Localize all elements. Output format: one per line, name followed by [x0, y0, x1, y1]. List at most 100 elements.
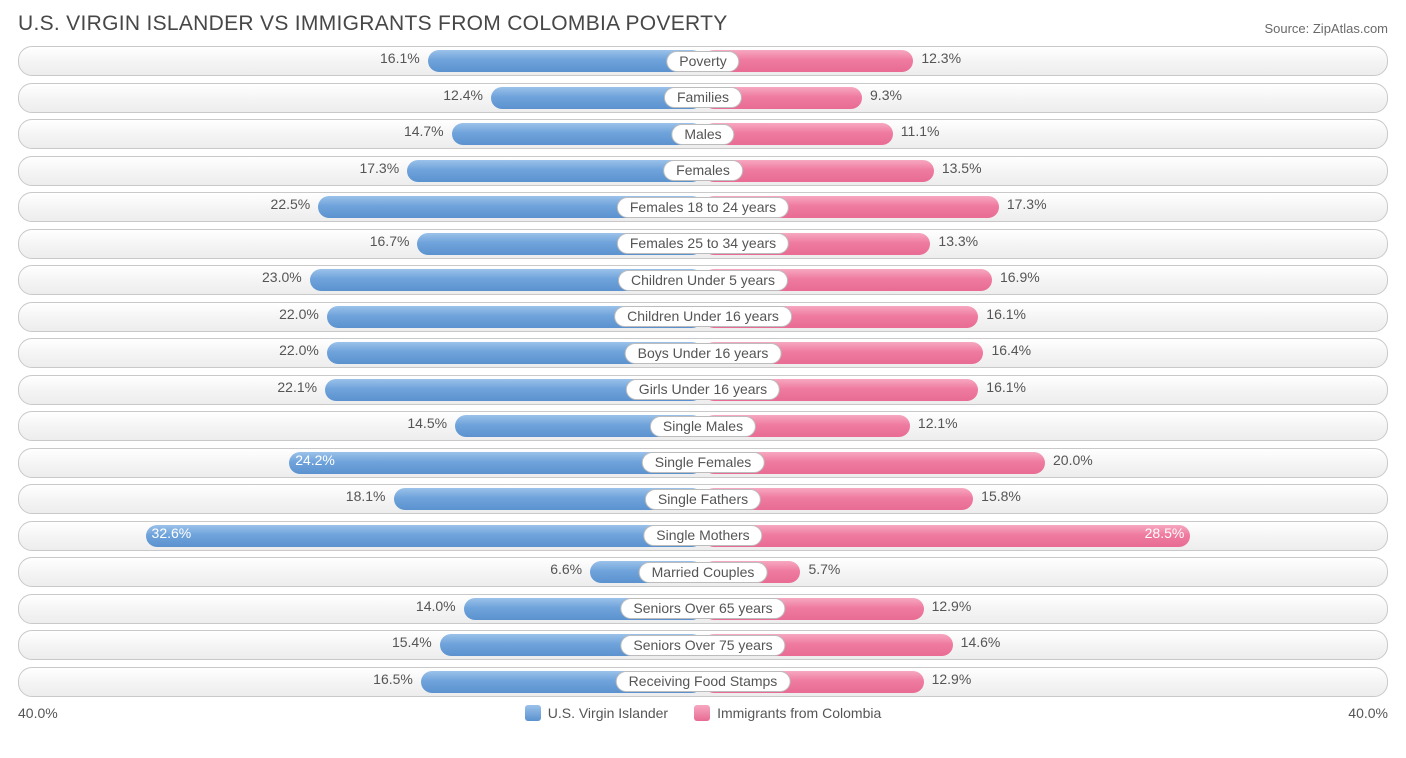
value-label-right: 15.8%: [981, 488, 1021, 504]
value-label-right: 14.6%: [961, 634, 1001, 650]
value-label-right: 13.3%: [938, 233, 978, 249]
category-label: Children Under 16 years: [614, 306, 792, 327]
chart-footer: 40.0% U.S. Virgin Islander Immigrants fr…: [18, 703, 1388, 721]
bar-half-right: 17.3%: [703, 193, 1387, 221]
bar-half-right: 15.8%: [703, 485, 1387, 513]
legend-swatch-icon: [525, 705, 541, 721]
chart-row: 32.6%28.5%Single Mothers: [18, 521, 1388, 551]
value-label-right: 13.5%: [942, 160, 982, 176]
chart-row: 24.2% 20.0% Single Females: [18, 448, 1388, 478]
value-label-left: 22.0%: [279, 342, 319, 358]
bar-half-right: 28.5%: [703, 522, 1387, 550]
bar-left: 14.7%: [452, 123, 703, 145]
bar-half-right: 16.4%: [703, 339, 1387, 367]
value-label-left: 14.5%: [407, 415, 447, 431]
chart-row: 14.7%11.1%Males: [18, 119, 1388, 149]
chart-row: 22.0% 16.4%Boys Under 16 years: [18, 338, 1388, 368]
value-label-right: 20.0%: [1053, 452, 1093, 468]
category-label: Males: [671, 124, 734, 145]
chart-row: 18.1% 15.8% Single Fathers: [18, 484, 1388, 514]
axis-limit-left: 40.0%: [18, 705, 58, 721]
bar-half-left: 22.1%: [19, 376, 703, 404]
value-label-right: 12.1%: [918, 415, 958, 431]
value-label-left: 32.6%: [152, 525, 192, 541]
bar-half-left: 18.1%: [19, 485, 703, 513]
category-label: Married Couples: [639, 562, 768, 583]
bar-half-left: 16.7%: [19, 230, 703, 258]
value-label-right: 16.1%: [986, 306, 1026, 322]
value-label-left: 22.1%: [277, 379, 317, 395]
chart-row: 15.4% 14.6% Seniors Over 75 years: [18, 630, 1388, 660]
bar-half-right: 5.7%: [703, 558, 1387, 586]
legend-item-left: U.S. Virgin Islander: [525, 705, 668, 721]
value-label-left: 18.1%: [346, 488, 386, 504]
category-label: Seniors Over 75 years: [620, 635, 785, 656]
value-label-left: 24.2%: [295, 452, 335, 468]
value-label-right: 9.3%: [870, 87, 902, 103]
chart-row: 6.6% 5.7%Married Couples: [18, 557, 1388, 587]
chart-header: U.S. VIRGIN ISLANDER VS IMMIGRANTS FROM …: [18, 10, 1388, 46]
bar-half-right: 11.1%: [703, 120, 1387, 148]
value-label-left: 23.0%: [262, 269, 302, 285]
value-label-left: 16.7%: [370, 233, 410, 249]
category-label: Females: [663, 160, 743, 181]
value-label-right: 17.3%: [1007, 196, 1047, 212]
legend-label: U.S. Virgin Islander: [548, 705, 668, 721]
bar-half-left: 16.1%: [19, 47, 703, 75]
chart-row: 16.7% 13.3% Females 25 to 34 years: [18, 229, 1388, 259]
bar-half-left: 32.6%: [19, 522, 703, 550]
bar-half-left: 14.5%: [19, 412, 703, 440]
value-label-right: 12.9%: [932, 671, 972, 687]
category-label: Seniors Over 65 years: [620, 598, 785, 619]
category-label: Single Fathers: [645, 489, 761, 510]
chart-row: 23.0%16.9%Children Under 5 years: [18, 265, 1388, 295]
bar-half-left: 22.0%: [19, 303, 703, 331]
legend-swatch-icon: [694, 705, 710, 721]
bar-half-left: 23.0%: [19, 266, 703, 294]
category-label: Boys Under 16 years: [625, 343, 782, 364]
value-label-right: 12.3%: [921, 50, 961, 66]
value-label-right: 16.1%: [986, 379, 1026, 395]
bar-half-left: 15.4%: [19, 631, 703, 659]
bar-half-left: 22.5%: [19, 193, 703, 221]
chart-row: 22.5% 17.3% Females 18 to 24 years: [18, 192, 1388, 222]
value-label-left: 22.5%: [271, 196, 311, 212]
category-label: Females 25 to 34 years: [617, 233, 789, 254]
bar-half-right: 20.0%: [703, 449, 1387, 477]
category-label: Children Under 5 years: [618, 270, 788, 291]
bar-left: 17.3%: [407, 160, 703, 182]
category-label: Girls Under 16 years: [626, 379, 780, 400]
category-label: Single Females: [642, 452, 765, 473]
value-label-left: 6.6%: [550, 561, 582, 577]
bar-half-left: 17.3%: [19, 157, 703, 185]
value-label-right: 12.9%: [932, 598, 972, 614]
chart-title: U.S. VIRGIN ISLANDER VS IMMIGRANTS FROM …: [18, 12, 728, 36]
bar-half-right: 14.6%: [703, 631, 1387, 659]
bar-half-right: 13.3%: [703, 230, 1387, 258]
chart-row: 14.5%12.1%Single Males: [18, 411, 1388, 441]
bar-half-left: 24.2%: [19, 449, 703, 477]
bar-half-right: 16.1%: [703, 376, 1387, 404]
chart-source: Source: ZipAtlas.com: [1264, 21, 1388, 36]
chart-row: 12.4%9.3%Families: [18, 83, 1388, 113]
category-label: Females 18 to 24 years: [617, 197, 789, 218]
bar-half-right: 9.3%: [703, 84, 1387, 112]
legend-item-right: Immigrants from Colombia: [694, 705, 881, 721]
value-label-left: 16.5%: [373, 671, 413, 687]
legend: U.S. Virgin Islander Immigrants from Col…: [58, 705, 1349, 721]
bar-half-left: 6.6%: [19, 558, 703, 586]
bar-right: 28.5%: [703, 525, 1190, 547]
butterfly-chart: 16.1%12.3%Poverty12.4%9.3%Families14.7%1…: [18, 46, 1388, 697]
chart-row: 16.5%12.9%Receiving Food Stamps: [18, 667, 1388, 697]
category-label: Poverty: [666, 51, 739, 72]
bar-half-right: 16.1%: [703, 303, 1387, 331]
bar-half-right: 13.5%: [703, 157, 1387, 185]
chart-row: 22.1% 16.1% Girls Under 16 years: [18, 375, 1388, 405]
value-label-left: 12.4%: [443, 87, 483, 103]
chart-row: 17.3% 13.5% Females: [18, 156, 1388, 186]
value-label-left: 17.3%: [359, 160, 399, 176]
value-label-left: 14.0%: [416, 598, 456, 614]
bar-half-left: 16.5%: [19, 668, 703, 696]
chart-row: 14.0% 12.9% Seniors Over 65 years: [18, 594, 1388, 624]
value-label-left: 16.1%: [380, 50, 420, 66]
